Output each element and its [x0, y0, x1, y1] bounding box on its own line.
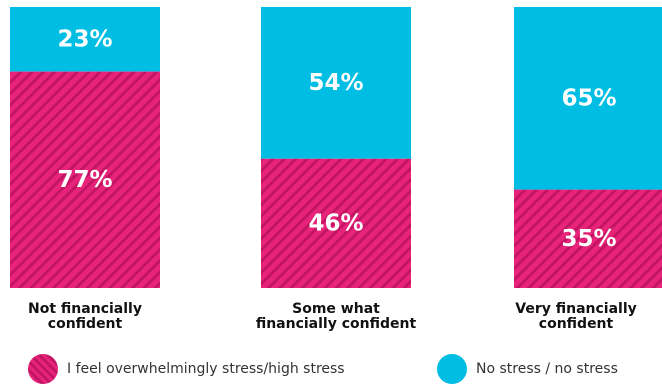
- bar-high-stress-not-financially-confident: [10, 71, 160, 288]
- category-label-some-what-financially-confident: Some what financially confident: [255, 301, 417, 332]
- legend-label-high-stress: I feel overwhelmingly stress/high stress: [67, 361, 345, 377]
- category-label-not-financially-confident: Not financially confident: [28, 301, 142, 332]
- legend-swatch-high-stress: [28, 354, 58, 384]
- data-label-high-stress-some-what-financially-confident: 46%: [308, 210, 363, 236]
- data-label-no-stress-not-financially-confident: 23%: [57, 26, 112, 52]
- legend-swatch-no-stress: [437, 354, 467, 384]
- data-label-high-stress-not-financially-confident: 77%: [57, 167, 112, 193]
- bar-no-stress-some-what-financially-confident: [261, 7, 411, 159]
- bar-no-stress-very-financially-confident: [514, 7, 662, 190]
- bar-no-stress-not-financially-confident: [10, 7, 160, 72]
- bar-high-stress-very-financially-confident: [514, 189, 662, 288]
- legend-item-high-stress: I feel overwhelmingly stress/high stress: [28, 354, 345, 384]
- bar-high-stress-some-what-financially-confident: [261, 158, 411, 288]
- legend-label-no-stress: No stress / no stress: [476, 361, 618, 377]
- data-label-no-stress-some-what-financially-confident: 54%: [308, 70, 363, 96]
- category-label-very-financially-confident: Very financially confident: [515, 301, 637, 332]
- legend-item-no-stress: No stress / no stress: [437, 354, 618, 384]
- data-label-no-stress-very-financially-confident: 65%: [561, 85, 616, 111]
- data-label-high-stress-very-financially-confident: 35%: [561, 226, 616, 252]
